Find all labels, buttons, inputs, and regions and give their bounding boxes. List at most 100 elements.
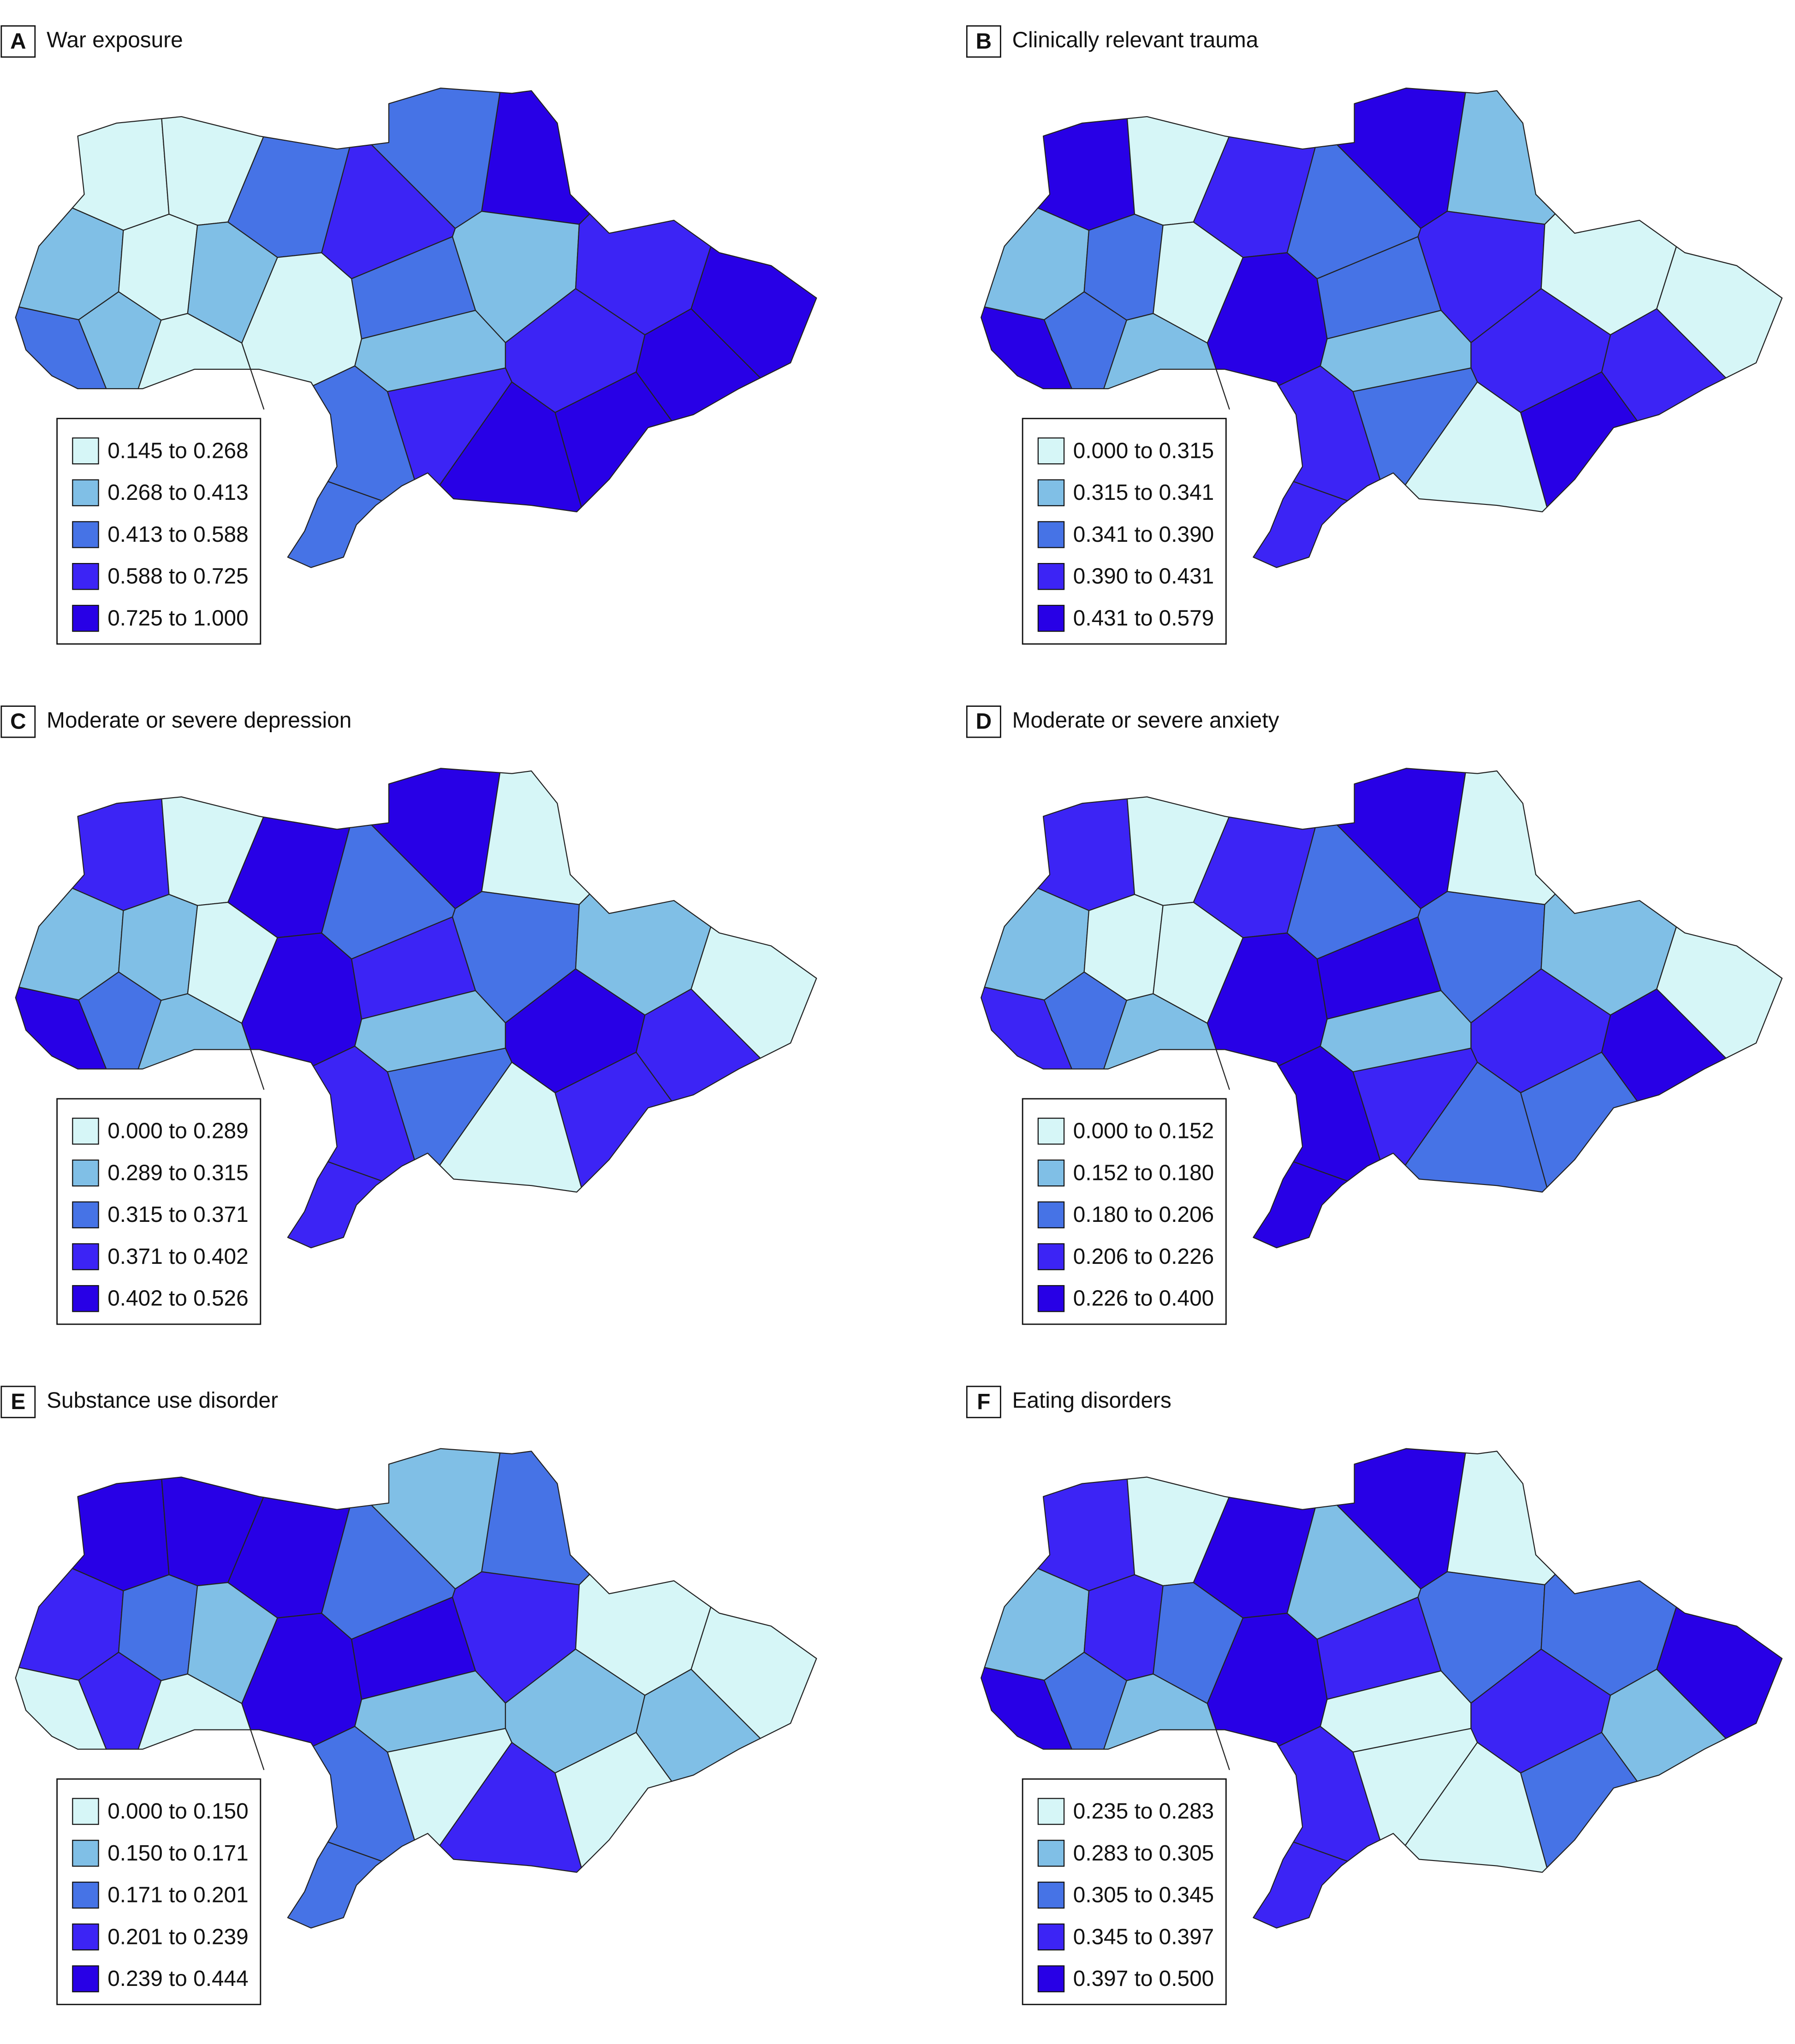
panel-letter: B [976,29,992,53]
legend-swatch [1037,1923,1065,1951]
legend-swatch [1037,479,1065,506]
legend-label: 0.180 to 0.206 [1073,1203,1214,1227]
legend-swatch [72,604,99,632]
legend-label: 0.152 to 0.180 [1073,1161,1214,1185]
panel-title: Clinically relevant trauma [1012,28,1259,53]
legend-label: 0.000 to 0.152 [1073,1119,1214,1143]
map [981,87,1783,568]
legend-swatch [1037,521,1065,548]
region [312,1045,415,1182]
legend-swatch [72,1840,99,1867]
legend-swatch [72,521,99,548]
legend-swatch [72,563,99,590]
panel: D Moderate or severe anxiety 0.000 to 0.15… [966,705,1783,1325]
legend-label: 0.289 to 0.315 [107,1161,248,1185]
legend-label: 0.239 to 0.444 [107,1967,248,1991]
region [1103,313,1230,410]
region [1278,1045,1381,1182]
region [1037,118,1135,231]
region [1253,481,1348,568]
region [287,1841,383,1929]
region [71,118,170,231]
legend-label: 0.171 to 0.201 [107,1883,248,1908]
legend-swatch [1037,1118,1065,1145]
region [981,1667,1073,1750]
region [981,986,1073,1070]
region [1278,365,1381,502]
region [481,1451,590,1586]
legend-swatch [72,479,99,506]
region [1404,381,1548,513]
panel: C Moderate or severe depression 0.000 to 0… [0,705,817,1325]
region [1404,1742,1548,1873]
region [71,798,170,911]
panel-letter-box [0,1386,36,1418]
map [981,1448,1783,1929]
legend-label: 0.000 to 0.289 [107,1119,248,1143]
region [439,1742,582,1873]
legend-label: 0.345 to 0.397 [1073,1925,1214,1949]
legend-label: 0.206 to 0.226 [1073,1244,1214,1269]
legend-label: 0.390 to 0.431 [1073,564,1214,589]
region [287,1161,383,1249]
map [15,87,817,568]
panel-letter: A [10,29,26,53]
panel: E Substance use disorder 0.000 to 0.150 0.1… [0,1386,817,2005]
legend-swatch [72,1118,99,1145]
region [137,313,265,410]
panel-letter: E [11,1390,25,1414]
legend-swatch [1037,1285,1065,1312]
region [1103,993,1230,1090]
legend-label: 0.431 to 0.579 [1073,606,1214,630]
map [15,1448,817,1929]
legend-label: 0.397 to 0.500 [1073,1967,1214,1991]
legend-label: 0.283 to 0.305 [1073,1841,1214,1866]
panel-letter: F [977,1390,990,1414]
region [1446,770,1556,905]
legend-swatch [1037,1798,1065,1825]
region [137,1673,265,1770]
region [312,1726,415,1862]
legend-label: 0.226 to 0.400 [1073,1286,1214,1311]
legend-label: 0.413 to 0.588 [107,522,248,547]
panel: A War exposure 0.145 to 0.268 0.268 to 0.41… [0,25,817,645]
legend-label: 0.371 to 0.402 [107,1244,248,1269]
panel-letter: C [10,710,26,734]
region [1103,1673,1230,1770]
region [1253,1841,1348,1929]
panel-letter-box [966,705,1001,738]
region [439,381,582,513]
legend-swatch [1037,1243,1065,1270]
region [312,365,415,502]
legend-swatch [72,1923,99,1951]
map [15,768,817,1249]
legend-swatch [1037,1965,1065,1992]
legend-swatch [1037,437,1065,465]
region [981,306,1073,390]
panel-letter-box [966,25,1001,58]
panel-letter: D [976,710,992,734]
region [15,306,107,390]
region [1037,1478,1135,1592]
panel-letter-box [966,1386,1001,1418]
region [15,986,107,1070]
panel: F Eating disorders 0.235 to 0.283 0.283 to … [966,1386,1783,2005]
region [1278,1726,1381,1862]
region [137,993,265,1090]
legend-swatch [1037,1159,1065,1187]
panel-letter-box [0,705,36,738]
legend-label: 0.725 to 1.000 [107,606,248,630]
legend-swatch [72,1201,99,1229]
legend-swatch [72,1285,99,1312]
legend-label: 0.402 to 0.526 [107,1286,248,1311]
legend-label: 0.150 to 0.171 [107,1841,248,1866]
region [1253,1161,1348,1249]
legend-label: 0.315 to 0.341 [1073,480,1214,505]
legend-swatch [1037,1881,1065,1909]
legend-swatch [72,1159,99,1187]
panel-letter-box [0,25,36,58]
region [1037,798,1135,911]
legend-swatch [1037,563,1065,590]
